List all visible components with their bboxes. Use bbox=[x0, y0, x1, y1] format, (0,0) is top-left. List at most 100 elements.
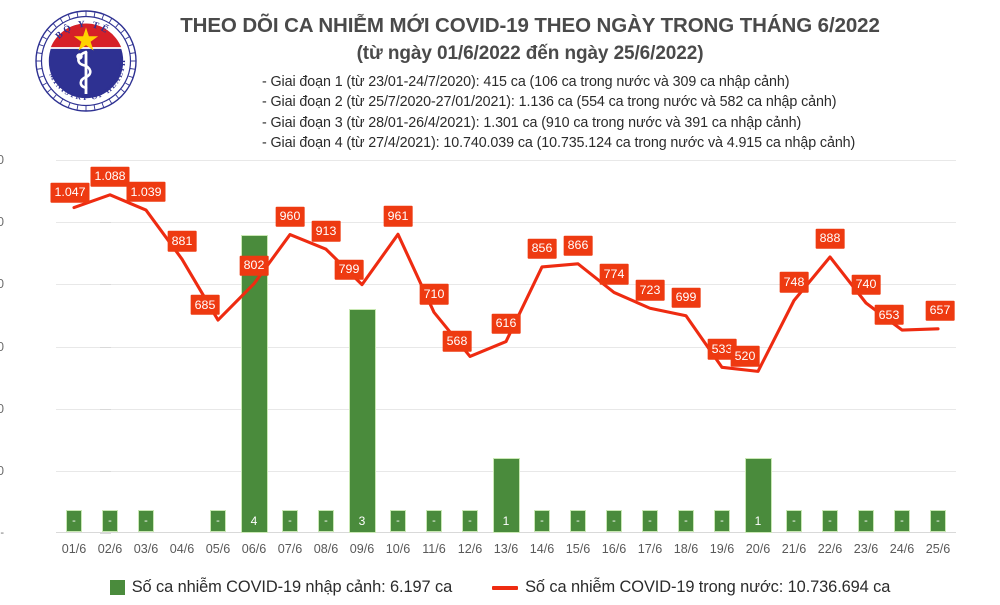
y-axis-left-tick-label: 600 bbox=[0, 339, 4, 354]
chart-legend: Số ca nhiễm COVID-19 nhập cảnh: 6.197 ca… bbox=[0, 578, 1000, 597]
bar-zero-label: - bbox=[432, 514, 436, 527]
y-axis-left-tick-mark bbox=[100, 408, 111, 410]
line-value-label-11-6: 710 bbox=[419, 284, 449, 305]
bar-zero-marker-24-6[interactable]: - bbox=[894, 510, 910, 532]
legend-item-imported[interactable]: Số ca nhiễm COVID-19 nhập cảnh: 6.197 ca bbox=[109, 578, 453, 597]
bar-zero-marker-18-6[interactable]: - bbox=[678, 510, 694, 532]
line-value-label-18-6: 699 bbox=[671, 287, 701, 308]
legend-bar-swatch-icon bbox=[109, 580, 125, 595]
legend-item-domestic[interactable]: Số ca nhiễm COVID-19 trong nước: 10.736.… bbox=[492, 578, 890, 597]
line-value-label-14-6: 856 bbox=[527, 238, 557, 260]
x-axis-label-22-6: 22/6 bbox=[817, 542, 843, 556]
line-value-label-08-6: 913 bbox=[311, 221, 341, 242]
bar-zero-label: - bbox=[108, 514, 112, 527]
x-axis-label-10-6: 10/6 bbox=[385, 542, 411, 556]
line-value-label-21-6: 748 bbox=[779, 272, 809, 293]
bar-zero-marker-07-6[interactable]: - bbox=[282, 510, 298, 532]
line-value-label-22-6: 888 bbox=[815, 228, 845, 250]
x-axis-label-01-6: 01/6 bbox=[61, 542, 87, 556]
bar-zero-label: - bbox=[216, 514, 220, 527]
page-subtitle: (từ ngày 01/6/2022 đến ngày 25/6/2022) bbox=[356, 42, 704, 64]
bar-zero-label: - bbox=[144, 514, 148, 527]
bar-zero-label: - bbox=[324, 514, 328, 527]
chart-plot-area: 2004006008001.0001.200- -1122334455 ----… bbox=[0, 153, 956, 556]
x-axis-label-09-6: 09/6 bbox=[349, 542, 375, 556]
bar-zero-marker-10-6[interactable]: - bbox=[390, 510, 406, 532]
line-value-label-06-6: 802 bbox=[239, 255, 269, 276]
line-value-label-19-6: 533 bbox=[707, 339, 737, 360]
gridline bbox=[56, 408, 956, 410]
x-axis-label-08-6: 08/6 bbox=[313, 542, 339, 556]
y-axis-left-tick-mark bbox=[100, 346, 111, 348]
line-value-label-01-6: 1.047 bbox=[50, 182, 90, 203]
bar-zero-marker-21-6[interactable]: - bbox=[786, 510, 802, 532]
line-value-label-24-6: 653 bbox=[874, 304, 904, 326]
line-value-label-07-6: 960 bbox=[275, 206, 305, 227]
y-axis-left-tick-label: 200 bbox=[0, 463, 4, 478]
bar-zero-marker-25-6[interactable]: - bbox=[930, 510, 946, 532]
bar-zero-label: - bbox=[72, 514, 76, 527]
line-value-label-03-6: 1.039 bbox=[126, 181, 166, 203]
bar-zero-marker-03-6[interactable]: - bbox=[138, 510, 154, 532]
bar-zero-label: - bbox=[648, 514, 652, 527]
x-axis-label-21-6: 21/6 bbox=[781, 542, 807, 556]
bar-zero-marker-05-6[interactable]: - bbox=[210, 510, 226, 532]
y-axis-left-tick-label: 1.000 bbox=[0, 215, 4, 230]
x-axis-label-06-6: 06/6 bbox=[241, 542, 267, 556]
bar-zero-label: - bbox=[684, 514, 688, 527]
bar-zero-label: - bbox=[576, 514, 580, 527]
bar-09-6[interactable]: 3 bbox=[348, 309, 376, 533]
bar-zero-label: - bbox=[288, 514, 292, 527]
y-axis-left-tick-mark bbox=[100, 284, 111, 286]
bar-zero-marker-02-6[interactable]: - bbox=[102, 510, 118, 532]
x-axis-label-04-6: 04/6 bbox=[169, 542, 195, 556]
line-value-label-16-6: 774 bbox=[599, 264, 629, 285]
bar-13-6[interactable]: 1 bbox=[492, 458, 520, 533]
phase-note-line-4: - Giai đoạn 4 (từ 27/4/2021): 10.740.039… bbox=[262, 135, 856, 152]
bar-zero-marker-01-6[interactable]: - bbox=[66, 510, 82, 532]
bar-zero-marker-14-6[interactable]: - bbox=[534, 510, 550, 532]
x-axis-label-15-6: 15/6 bbox=[565, 542, 591, 556]
phase-summary-notes: - Giai đoạn 1 (từ 23/01-24/7/2020): 415 … bbox=[262, 72, 952, 154]
bar-zero-label: - bbox=[468, 514, 472, 527]
x-axis-label-23-6: 23/6 bbox=[853, 542, 879, 556]
x-axis-label-12-6: 12/6 bbox=[457, 542, 483, 556]
ministry-of-health-logo: BỘ Y TẾ MINISTRY OF HEALTH bbox=[33, 6, 139, 116]
legend-imported-label: Số ca nhiễm COVID-19 nhập cảnh: 6.197 ca bbox=[131, 578, 453, 596]
bar-zero-label: - bbox=[864, 514, 868, 527]
y-axis-left-tick-mark bbox=[100, 470, 111, 472]
x-axis-label-20-6: 20/6 bbox=[745, 542, 771, 556]
bar-value-label: 4 bbox=[250, 514, 258, 528]
bar-zero-marker-15-6[interactable]: - bbox=[570, 510, 586, 532]
legend-line-swatch-icon bbox=[492, 585, 519, 590]
line-value-label-10-6: 961 bbox=[383, 206, 413, 227]
bar-zero-label: - bbox=[792, 514, 796, 527]
line-series-group bbox=[72, 193, 940, 373]
bar-zero-marker-16-6[interactable]: - bbox=[606, 510, 622, 532]
line-value-label-02-6: 1.088 bbox=[90, 166, 130, 188]
bar-zero-label: - bbox=[936, 514, 940, 527]
bar-zero-marker-12-6[interactable]: - bbox=[462, 510, 478, 532]
bar-20-6[interactable]: 1 bbox=[744, 458, 772, 533]
gridline bbox=[56, 160, 956, 161]
bar-zero-marker-17-6[interactable]: - bbox=[642, 510, 658, 532]
bar-zero-marker-22-6[interactable]: - bbox=[822, 510, 838, 532]
phase-note-line-3: - Giai đoạn 3 (từ 28/01-26/4/2021): 1.30… bbox=[262, 114, 802, 131]
x-axis-label-05-6: 05/6 bbox=[205, 542, 231, 556]
gridline bbox=[56, 284, 956, 286]
bar-zero-marker-23-6[interactable]: - bbox=[858, 510, 874, 532]
bar-zero-marker-11-6[interactable]: - bbox=[426, 510, 442, 532]
bar-zero-marker-08-6[interactable]: - bbox=[318, 510, 334, 532]
bar-zero-marker-19-6[interactable]: - bbox=[714, 510, 730, 532]
x-axis-label-13-6: 13/6 bbox=[493, 542, 519, 556]
x-axis-label-25-6: 25/6 bbox=[925, 542, 951, 556]
chart-header: THEO DÕI CA NHIỄM MỚI COVID-19 THEO NGÀY… bbox=[150, 12, 910, 68]
line-value-label-04-6: 881 bbox=[167, 230, 197, 252]
bar-zero-label: - bbox=[900, 514, 904, 527]
y-axis-left-zero-label: - bbox=[0, 527, 4, 539]
x-axis-label-24-6: 24/6 bbox=[889, 542, 915, 556]
bar-zero-label: - bbox=[396, 514, 400, 527]
line-value-label-17-6: 723 bbox=[635, 280, 665, 301]
phase-note-line-2: - Giai đoạn 2 (từ 25/7/2020-27/01/2021):… bbox=[262, 94, 837, 111]
